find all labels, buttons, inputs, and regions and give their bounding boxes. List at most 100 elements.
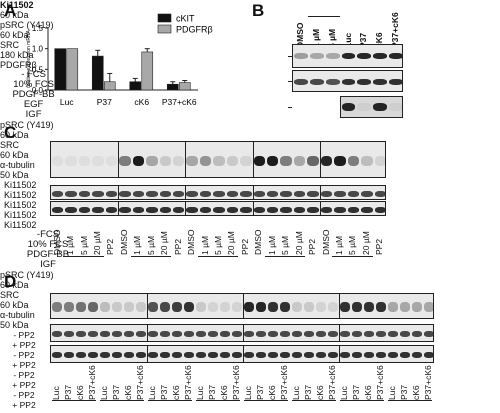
group-line xyxy=(63,256,104,257)
category-label: cK6 xyxy=(134,97,149,107)
band xyxy=(159,206,171,213)
band xyxy=(309,53,324,59)
band xyxy=(253,206,266,213)
bar xyxy=(66,48,79,91)
lane-label: DMSO xyxy=(118,229,129,256)
band xyxy=(148,302,158,312)
group-label: + PP2 xyxy=(12,360,36,370)
band xyxy=(341,79,356,85)
group-label: Ki11502 xyxy=(0,0,34,10)
y-tick-label: 1.0 xyxy=(32,45,44,54)
band xyxy=(232,302,242,312)
separator xyxy=(252,202,254,215)
lane-label: P37+cK6 xyxy=(183,365,193,400)
band xyxy=(92,190,104,197)
lane-label: P37+cK6 xyxy=(423,365,433,400)
row-label: α-tubulin xyxy=(0,160,35,170)
lane-label: P37+cK6 xyxy=(279,365,289,400)
band xyxy=(320,206,333,213)
lane-label: P37 xyxy=(159,384,169,400)
band xyxy=(376,331,386,337)
band xyxy=(340,331,350,337)
band xyxy=(267,190,279,197)
separator xyxy=(118,142,120,177)
band xyxy=(119,206,131,213)
band xyxy=(52,206,64,213)
band xyxy=(400,331,410,337)
band xyxy=(220,302,230,312)
band xyxy=(373,103,388,111)
band xyxy=(280,352,290,358)
lane-label: 1 µM xyxy=(65,235,76,255)
band xyxy=(389,103,402,111)
band xyxy=(374,206,385,213)
band xyxy=(76,352,86,358)
lane-label: 20 µM xyxy=(293,231,304,255)
lane-label: P37+cK6 xyxy=(231,365,241,400)
band xyxy=(78,155,91,166)
lane-label: Luc xyxy=(291,386,301,400)
band xyxy=(280,302,290,312)
band xyxy=(293,190,306,197)
group-line xyxy=(100,400,144,401)
legend-label: cKIT xyxy=(176,14,195,24)
band xyxy=(256,331,266,337)
band xyxy=(78,206,91,213)
band xyxy=(304,302,314,312)
band xyxy=(280,331,290,337)
band xyxy=(132,206,145,213)
blot-psrc xyxy=(292,44,403,68)
panel-b: Ki11502 DMSO 1 µM 5 µM Luc P37 cK6 P37+cK6 60 kD… xyxy=(0,0,500,118)
lane-label: 20 µM xyxy=(226,231,237,255)
lane-label: P37 xyxy=(63,384,73,400)
lane-label: DMSO xyxy=(51,229,62,256)
condition-label: -FCS xyxy=(36,229,60,240)
group-label: - PP2 xyxy=(13,330,35,340)
lane-label: Luc xyxy=(99,386,109,400)
separator xyxy=(147,325,148,341)
band xyxy=(112,331,122,337)
band xyxy=(64,302,74,312)
band xyxy=(119,155,131,166)
separator xyxy=(185,142,187,177)
band xyxy=(146,190,158,197)
lane-label: Luc xyxy=(147,386,157,400)
legend-label: PDGFRβ xyxy=(176,25,213,35)
y-tick-label: 0.0 xyxy=(32,86,44,95)
band xyxy=(92,206,104,213)
band xyxy=(186,190,198,197)
band xyxy=(412,302,422,312)
group-label: Ki11502 xyxy=(3,220,37,230)
band xyxy=(124,352,134,358)
lane-label: Luc xyxy=(339,386,349,400)
band xyxy=(100,302,110,312)
lane-label: cK6 xyxy=(363,385,373,400)
row-label: pSRC (Y419) xyxy=(0,20,54,30)
band xyxy=(160,331,170,337)
blot-row xyxy=(50,345,434,363)
condition-label: 10% FCS xyxy=(27,239,69,250)
group-line xyxy=(292,400,336,401)
band xyxy=(159,155,171,166)
band xyxy=(220,331,230,337)
band xyxy=(240,155,252,166)
band xyxy=(184,331,194,337)
band xyxy=(374,190,385,197)
lane-label: 5 µM xyxy=(347,235,358,255)
band xyxy=(186,155,198,166)
band xyxy=(334,155,346,166)
band xyxy=(374,155,385,166)
band xyxy=(347,206,360,213)
band xyxy=(424,331,433,337)
band xyxy=(88,302,98,312)
band xyxy=(52,190,64,197)
band xyxy=(52,155,64,166)
band xyxy=(280,206,292,213)
band xyxy=(361,206,373,213)
lane-label: cK6 xyxy=(411,385,421,400)
band xyxy=(389,53,402,59)
band xyxy=(280,155,292,166)
separator xyxy=(252,142,254,177)
band xyxy=(244,331,254,337)
